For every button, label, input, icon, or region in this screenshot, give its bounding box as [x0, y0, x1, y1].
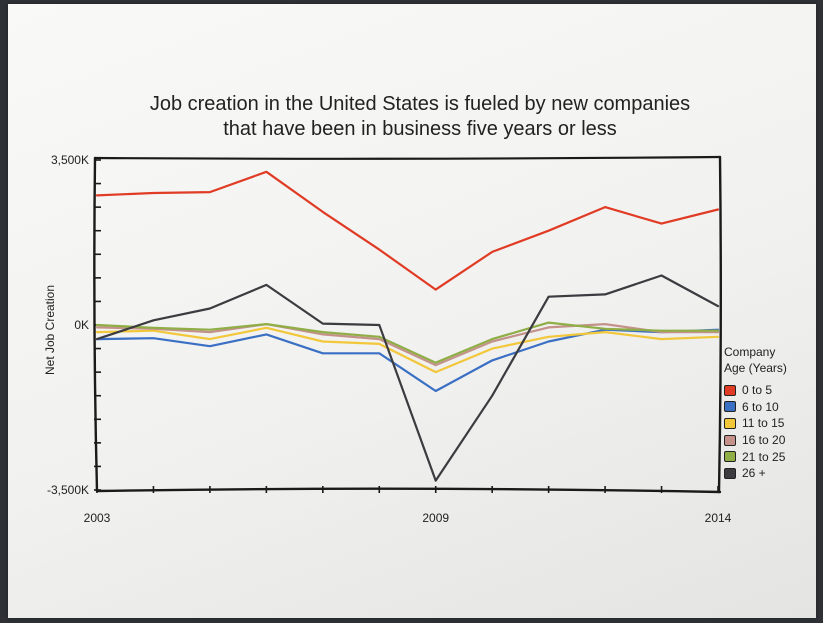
- legend-label: 21 to 25: [742, 449, 786, 464]
- series-line-16-to-20: [95, 323, 720, 367]
- legend-item: 11 to 15: [724, 415, 787, 432]
- x-tick-label: 2003: [84, 511, 111, 525]
- legend-swatch: [724, 384, 736, 396]
- legend-label: 11 to 15: [742, 416, 785, 431]
- chart-title-line-1: Job creation in the United States is fue…: [149, 93, 691, 115]
- chart-frame-top: [93, 155, 722, 160]
- series-lines: [95, 170, 720, 482]
- legend-item: 21 to 25: [724, 448, 787, 465]
- legend-title: Company Age (Years): [724, 344, 787, 376]
- chart-frame-left: [93, 156, 99, 493]
- chart-frame-right: [717, 155, 722, 494]
- series-line-6-to-10: [95, 328, 720, 393]
- legend-label: 16 to 20: [742, 433, 786, 448]
- series-line-21-to-25: [95, 321, 720, 364]
- x-tick-label: 2014: [705, 511, 732, 525]
- y-tick-label: 0K: [74, 318, 89, 332]
- y-tick-label: 3,500K: [51, 153, 89, 167]
- legend-swatch: [724, 401, 736, 413]
- series-line-11-to-15: [95, 326, 720, 374]
- legend-item: 26 +: [724, 465, 787, 482]
- y-tick-label: -3,500K: [47, 483, 89, 497]
- legend-item: 16 to 20: [724, 432, 787, 449]
- chart-frame-bottom: [95, 487, 722, 494]
- axis-labels: Net Job Creation 3,500K 0K -3,500K 2003 2009…: [43, 153, 732, 525]
- series-line-26: [95, 274, 720, 482]
- legend-swatch: [724, 451, 736, 463]
- legend-swatch: [724, 467, 736, 479]
- legend-swatch: [724, 434, 736, 446]
- y-axis-label: Net Job Creation: [43, 285, 57, 375]
- legend-title-line-1: Company: [724, 345, 776, 359]
- chart-title-line-2: that have been in business five years or…: [223, 118, 617, 140]
- series-line-0-to-5: [95, 170, 720, 291]
- chart-title: Job creation in the United States is fue…: [70, 92, 770, 142]
- legend-label: 0 to 5: [742, 383, 773, 398]
- legend-item: 6 to 10: [724, 399, 787, 416]
- legend-label: 6 to 10: [742, 399, 779, 414]
- legend-title-line-2: Age (Years): [724, 361, 787, 375]
- legend-item: 0 to 5: [724, 382, 787, 399]
- legend-label: 26 +: [742, 466, 766, 481]
- paper-background: [8, 4, 816, 618]
- chart-frame: [93, 155, 722, 494]
- legend-swatch: [724, 417, 736, 429]
- axis-ticks: [94, 159, 719, 493]
- x-tick-label: 2009: [422, 511, 449, 525]
